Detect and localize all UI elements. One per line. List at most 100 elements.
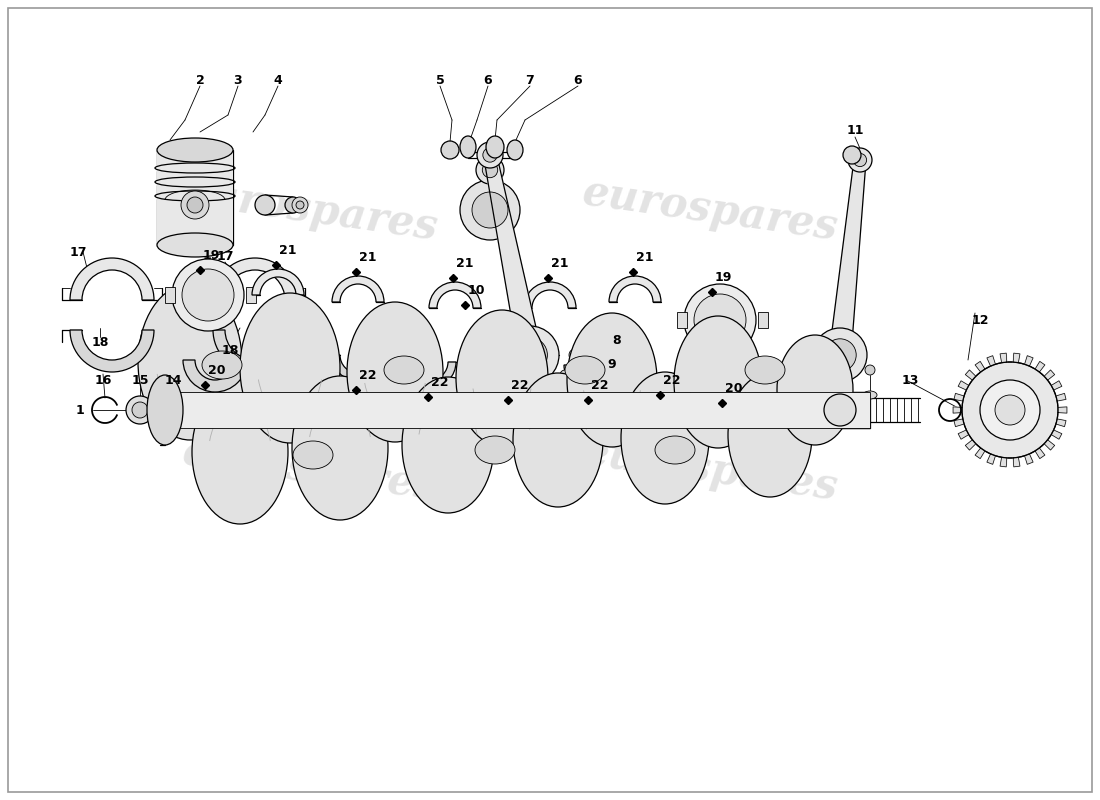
Ellipse shape <box>292 197 308 213</box>
Ellipse shape <box>745 356 785 384</box>
Text: 22: 22 <box>359 369 376 382</box>
Polygon shape <box>1056 419 1066 426</box>
Circle shape <box>980 380 1040 440</box>
Polygon shape <box>477 170 503 210</box>
Text: 21: 21 <box>456 257 473 270</box>
Text: 9: 9 <box>607 358 616 371</box>
Text: 5: 5 <box>436 74 444 86</box>
Polygon shape <box>1052 381 1062 390</box>
Circle shape <box>996 395 1025 425</box>
Polygon shape <box>1000 458 1006 467</box>
Text: 18: 18 <box>91 335 109 349</box>
Circle shape <box>962 362 1058 458</box>
Text: 19: 19 <box>715 271 733 284</box>
Circle shape <box>132 402 148 418</box>
Ellipse shape <box>402 377 494 513</box>
Text: 22: 22 <box>663 374 681 387</box>
Ellipse shape <box>500 326 559 384</box>
Wedge shape <box>332 276 384 302</box>
Circle shape <box>441 141 459 159</box>
Wedge shape <box>429 282 481 308</box>
Polygon shape <box>1024 356 1033 366</box>
Polygon shape <box>1035 448 1045 458</box>
Text: 12: 12 <box>971 314 989 326</box>
Ellipse shape <box>674 316 762 448</box>
Text: eurospares: eurospares <box>580 431 840 509</box>
Text: eurospares: eurospares <box>580 171 840 249</box>
Bar <box>246 287 256 303</box>
Ellipse shape <box>513 338 548 372</box>
Ellipse shape <box>460 180 520 240</box>
Text: 7: 7 <box>526 74 535 86</box>
Ellipse shape <box>456 310 548 446</box>
Text: 21: 21 <box>279 244 297 257</box>
Circle shape <box>865 365 874 375</box>
Circle shape <box>160 398 184 422</box>
Circle shape <box>684 284 756 356</box>
Circle shape <box>285 197 301 213</box>
Text: 21: 21 <box>636 251 653 264</box>
Ellipse shape <box>192 380 288 524</box>
Circle shape <box>126 396 154 424</box>
Text: eurospares: eurospares <box>179 431 440 509</box>
Text: 21: 21 <box>551 257 569 270</box>
Text: 15: 15 <box>131 374 149 386</box>
Text: 2: 2 <box>196 74 205 86</box>
Polygon shape <box>1013 353 1020 362</box>
Polygon shape <box>966 370 976 380</box>
Ellipse shape <box>824 394 856 426</box>
Ellipse shape <box>475 436 515 464</box>
Text: 21: 21 <box>359 251 376 264</box>
Ellipse shape <box>654 436 695 464</box>
Text: 20: 20 <box>725 382 742 395</box>
Ellipse shape <box>864 391 877 399</box>
Ellipse shape <box>565 356 605 384</box>
Text: 8: 8 <box>613 334 621 346</box>
Text: 17: 17 <box>69 246 87 258</box>
Text: 4: 4 <box>274 74 283 86</box>
Circle shape <box>694 294 746 346</box>
Ellipse shape <box>147 375 183 445</box>
Polygon shape <box>1058 407 1067 413</box>
Circle shape <box>569 349 581 361</box>
Wedge shape <box>636 360 688 386</box>
Ellipse shape <box>293 441 333 469</box>
Text: 22: 22 <box>512 379 528 392</box>
Circle shape <box>165 403 179 417</box>
Ellipse shape <box>507 140 522 160</box>
Polygon shape <box>1013 458 1020 467</box>
Wedge shape <box>332 355 384 381</box>
Text: 6: 6 <box>484 74 493 86</box>
Text: 17: 17 <box>217 250 233 263</box>
Wedge shape <box>524 282 576 308</box>
Ellipse shape <box>824 339 856 371</box>
Wedge shape <box>252 269 304 295</box>
Polygon shape <box>1035 362 1045 372</box>
Wedge shape <box>404 362 456 388</box>
Bar <box>157 150 233 245</box>
Polygon shape <box>954 394 964 401</box>
Ellipse shape <box>477 142 503 168</box>
Polygon shape <box>953 407 962 413</box>
Circle shape <box>843 146 861 164</box>
Polygon shape <box>975 448 984 458</box>
Wedge shape <box>564 365 616 391</box>
Circle shape <box>182 269 234 321</box>
Polygon shape <box>1044 440 1055 450</box>
Ellipse shape <box>777 335 852 445</box>
Polygon shape <box>1000 353 1006 362</box>
Ellipse shape <box>384 356 424 384</box>
Ellipse shape <box>240 293 340 443</box>
Circle shape <box>255 195 275 215</box>
Circle shape <box>187 197 204 213</box>
Wedge shape <box>213 258 297 300</box>
Text: 10: 10 <box>468 284 485 297</box>
Circle shape <box>296 201 304 209</box>
Bar <box>165 287 175 303</box>
Ellipse shape <box>854 154 867 166</box>
Ellipse shape <box>460 136 476 158</box>
Polygon shape <box>484 154 542 358</box>
Ellipse shape <box>813 328 867 382</box>
Polygon shape <box>829 159 866 356</box>
Bar <box>160 392 870 428</box>
